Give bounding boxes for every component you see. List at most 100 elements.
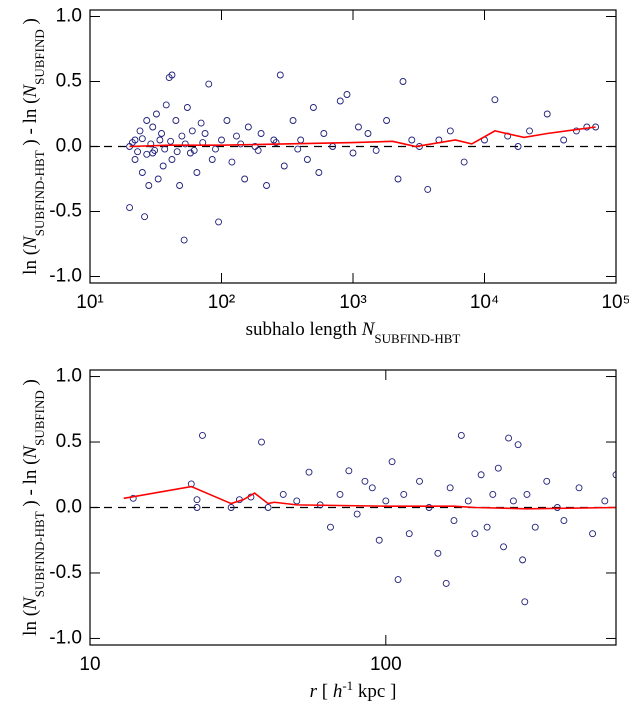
point <box>361 477 369 485</box>
x-tick-label: 10⁵ <box>601 292 629 313</box>
point <box>531 523 539 531</box>
point <box>258 438 265 446</box>
point <box>353 510 361 518</box>
point <box>489 490 497 498</box>
point <box>405 530 413 538</box>
point <box>212 145 219 153</box>
label-part: N <box>361 319 376 340</box>
label-part: [ <box>317 681 333 702</box>
point <box>180 236 188 244</box>
point <box>145 182 153 189</box>
x-axis-label: subhalo length NSUBFIND-HBT <box>246 319 461 346</box>
label-part: SUBFIND-HBT <box>32 511 47 597</box>
point <box>228 158 236 166</box>
point <box>129 494 137 502</box>
point <box>168 71 176 79</box>
point <box>424 185 432 193</box>
point <box>450 517 458 525</box>
point <box>442 580 450 587</box>
x-tick-label: 10¹ <box>76 292 103 313</box>
point <box>181 140 189 148</box>
point <box>208 156 216 163</box>
point <box>560 517 568 525</box>
point <box>514 143 522 150</box>
point <box>514 441 522 449</box>
point <box>293 497 301 505</box>
point <box>134 148 142 156</box>
label-part: ) - ln ( <box>20 459 41 512</box>
label-part: ln ( <box>20 249 41 275</box>
point <box>241 175 249 183</box>
y-tick-label: -0.5 <box>49 201 82 222</box>
point <box>349 149 357 157</box>
point <box>519 556 527 564</box>
point <box>128 139 136 147</box>
point <box>494 464 502 472</box>
label-part: N <box>20 445 41 460</box>
point <box>434 549 442 557</box>
label-part: r <box>310 681 318 702</box>
point <box>168 156 176 163</box>
point <box>457 432 465 439</box>
point <box>173 148 181 156</box>
point <box>543 110 551 118</box>
trend-line <box>129 126 596 148</box>
point <box>303 156 311 163</box>
point <box>156 136 164 144</box>
point <box>233 132 240 140</box>
point <box>188 127 196 135</box>
point <box>178 132 186 140</box>
point <box>193 496 201 504</box>
y-tick-label: 0.5 <box>56 71 82 92</box>
point <box>143 117 151 124</box>
point <box>372 146 380 154</box>
x-tick-label: 100 <box>370 654 402 675</box>
label-part: subhalo length <box>246 319 362 340</box>
point <box>263 182 270 189</box>
y-tick-label: 0.5 <box>56 431 82 452</box>
point <box>167 137 175 145</box>
point <box>509 497 517 505</box>
point <box>199 432 206 439</box>
point <box>491 96 499 104</box>
x-tick-label: 10³ <box>339 292 366 313</box>
point <box>425 504 433 511</box>
point <box>315 169 323 176</box>
plot-area <box>123 432 616 606</box>
label-part: -1 <box>342 678 353 693</box>
point <box>131 156 139 163</box>
point <box>147 140 155 148</box>
point <box>183 104 191 111</box>
point <box>388 458 396 466</box>
point <box>152 110 160 118</box>
y-tick-label: -0.5 <box>49 562 82 583</box>
point <box>309 104 317 111</box>
point <box>297 136 305 144</box>
y-tick-label: 0.0 <box>56 136 82 157</box>
point <box>158 130 165 137</box>
point <box>575 484 583 492</box>
point <box>272 139 280 147</box>
y-tick-label: 0.0 <box>56 497 82 518</box>
point <box>205 80 213 88</box>
point <box>471 530 479 538</box>
frame <box>89 369 617 646</box>
point <box>408 136 416 144</box>
point <box>193 504 201 511</box>
point <box>218 136 225 144</box>
point <box>477 471 485 479</box>
label-part: SUBFIND-HBT <box>374 331 460 346</box>
point <box>368 484 376 492</box>
point <box>446 127 454 135</box>
label-part: ) - ln ( <box>20 98 41 151</box>
point <box>327 523 334 531</box>
point <box>172 117 180 124</box>
point <box>399 78 407 85</box>
point <box>244 123 252 131</box>
label-part: N <box>20 596 41 611</box>
point <box>141 213 149 221</box>
point <box>126 204 134 212</box>
point <box>149 123 157 131</box>
point <box>560 136 568 144</box>
